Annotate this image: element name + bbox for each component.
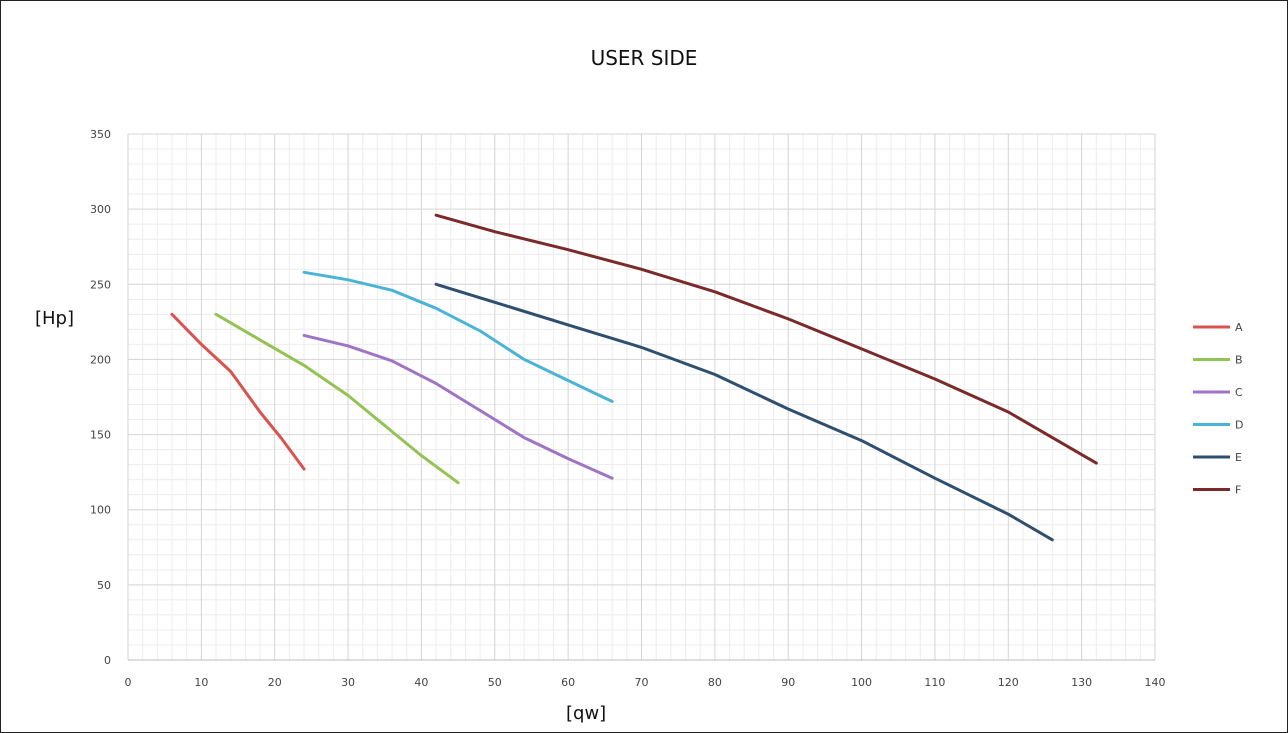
y-tick-label: 150: [90, 429, 111, 442]
y-tick-label: 0: [104, 654, 111, 667]
chart-title: USER SIDE: [590, 46, 698, 70]
series-line-e: [434, 282, 1054, 542]
x-tick-label: 110: [924, 676, 945, 689]
x-tick-label: 20: [268, 676, 282, 689]
y-tick-label: 250: [90, 278, 111, 291]
x-tick-label: 120: [998, 676, 1019, 689]
y-tick-label: 50: [97, 579, 111, 592]
x-tick-label: 140: [1145, 676, 1166, 689]
legend-label-a: A: [1235, 321, 1243, 334]
series-line-f: [434, 213, 1098, 465]
x-tick-label: 10: [194, 676, 208, 689]
y-tick-label: 350: [90, 128, 111, 141]
x-tick-label: 80: [708, 676, 722, 689]
series-line-a: [170, 312, 306, 471]
legend-label-e: E: [1235, 451, 1242, 464]
x-tick-label: 0: [125, 676, 132, 689]
series-lines: [170, 213, 1098, 542]
x-tick-label: 90: [781, 676, 795, 689]
y-tick-label: 200: [90, 353, 111, 366]
series-line-d: [302, 270, 614, 403]
y-tick-label: 300: [90, 203, 111, 216]
x-tick-label: 100: [851, 676, 872, 689]
x-tick-label: 40: [414, 676, 428, 689]
x-tick-label: 30: [341, 676, 355, 689]
legend-label-d: D: [1235, 419, 1243, 432]
grid: [127, 133, 1156, 661]
x-axis-label: [qw]: [566, 703, 607, 724]
y-axis-label: [Hp]: [35, 308, 75, 329]
x-tick-label: 70: [635, 676, 649, 689]
series-line-c: [302, 333, 614, 480]
legend-label-b: B: [1235, 354, 1243, 367]
x-tick-label: 60: [561, 676, 575, 689]
series-line-b: [214, 312, 460, 485]
y-tick-label: 100: [90, 504, 111, 517]
x-tick-label: 130: [1071, 676, 1092, 689]
axes: 0 10 20 30 40 50 60 70 80 90 100 110 120 130 140 0 50 100…: [90, 128, 1166, 689]
legend: A B C D E F: [1193, 321, 1243, 497]
x-tick-label: 50: [488, 676, 502, 689]
legend-label-c: C: [1235, 386, 1243, 399]
legend-label-f: F: [1235, 484, 1241, 497]
